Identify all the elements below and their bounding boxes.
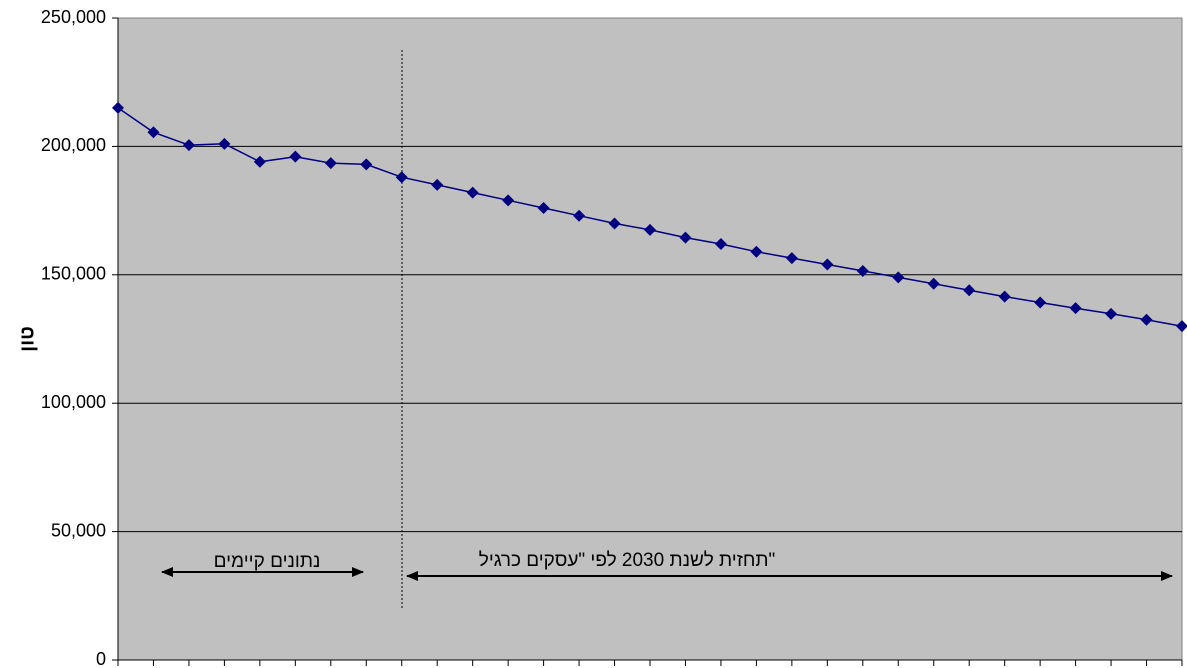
data-point bbox=[537, 202, 550, 215]
data-point bbox=[431, 178, 444, 191]
data-point bbox=[785, 252, 798, 265]
plot-area bbox=[117, 17, 1183, 661]
data-point bbox=[1105, 307, 1118, 320]
data-point bbox=[750, 245, 763, 258]
data-point bbox=[1069, 302, 1082, 315]
data-point bbox=[147, 126, 160, 139]
data-point bbox=[856, 264, 869, 277]
data-point bbox=[679, 231, 692, 244]
y-tick-label: 250,000 bbox=[41, 7, 106, 27]
data-point bbox=[182, 139, 195, 152]
data-point bbox=[253, 155, 266, 168]
data-point bbox=[1140, 313, 1153, 326]
data-point bbox=[395, 171, 408, 184]
y-tick-label: 100,000 bbox=[41, 392, 106, 412]
data-point bbox=[218, 137, 231, 150]
data-point bbox=[821, 258, 834, 271]
data-point bbox=[289, 150, 302, 163]
y-tick-label: 0 bbox=[96, 649, 106, 668]
data-point bbox=[466, 186, 479, 199]
data-point bbox=[1034, 296, 1047, 309]
data-point bbox=[112, 101, 124, 114]
forecast-label: תחזית לשנת 2030 לפי "עסקים כרגיל" bbox=[479, 550, 776, 571]
data-point bbox=[644, 223, 656, 236]
data-point bbox=[998, 290, 1011, 303]
y-tick-label: 200,000 bbox=[41, 135, 106, 155]
data-point bbox=[1176, 320, 1187, 333]
data-point bbox=[502, 194, 515, 207]
y-tick-label: 150,000 bbox=[41, 264, 106, 284]
data-point bbox=[892, 271, 905, 284]
data-point bbox=[963, 284, 976, 297]
y-axis-label: טון bbox=[16, 326, 38, 352]
y-axis-ticks: 0 50,000 100,000 150,000 200,000 250,000 bbox=[41, 7, 118, 668]
y-tick-label: 50,000 bbox=[51, 520, 106, 540]
data-point bbox=[608, 217, 621, 230]
data-point bbox=[324, 157, 337, 170]
gridlines bbox=[118, 145, 1182, 533]
data-point bbox=[360, 158, 373, 171]
data-point bbox=[573, 209, 586, 222]
data-point bbox=[714, 237, 727, 250]
series-markers bbox=[112, 101, 1187, 333]
data-point bbox=[927, 277, 940, 290]
x-axis-ticks bbox=[117, 660, 1183, 666]
existing-data-label: נתונים קיימים bbox=[214, 551, 321, 572]
